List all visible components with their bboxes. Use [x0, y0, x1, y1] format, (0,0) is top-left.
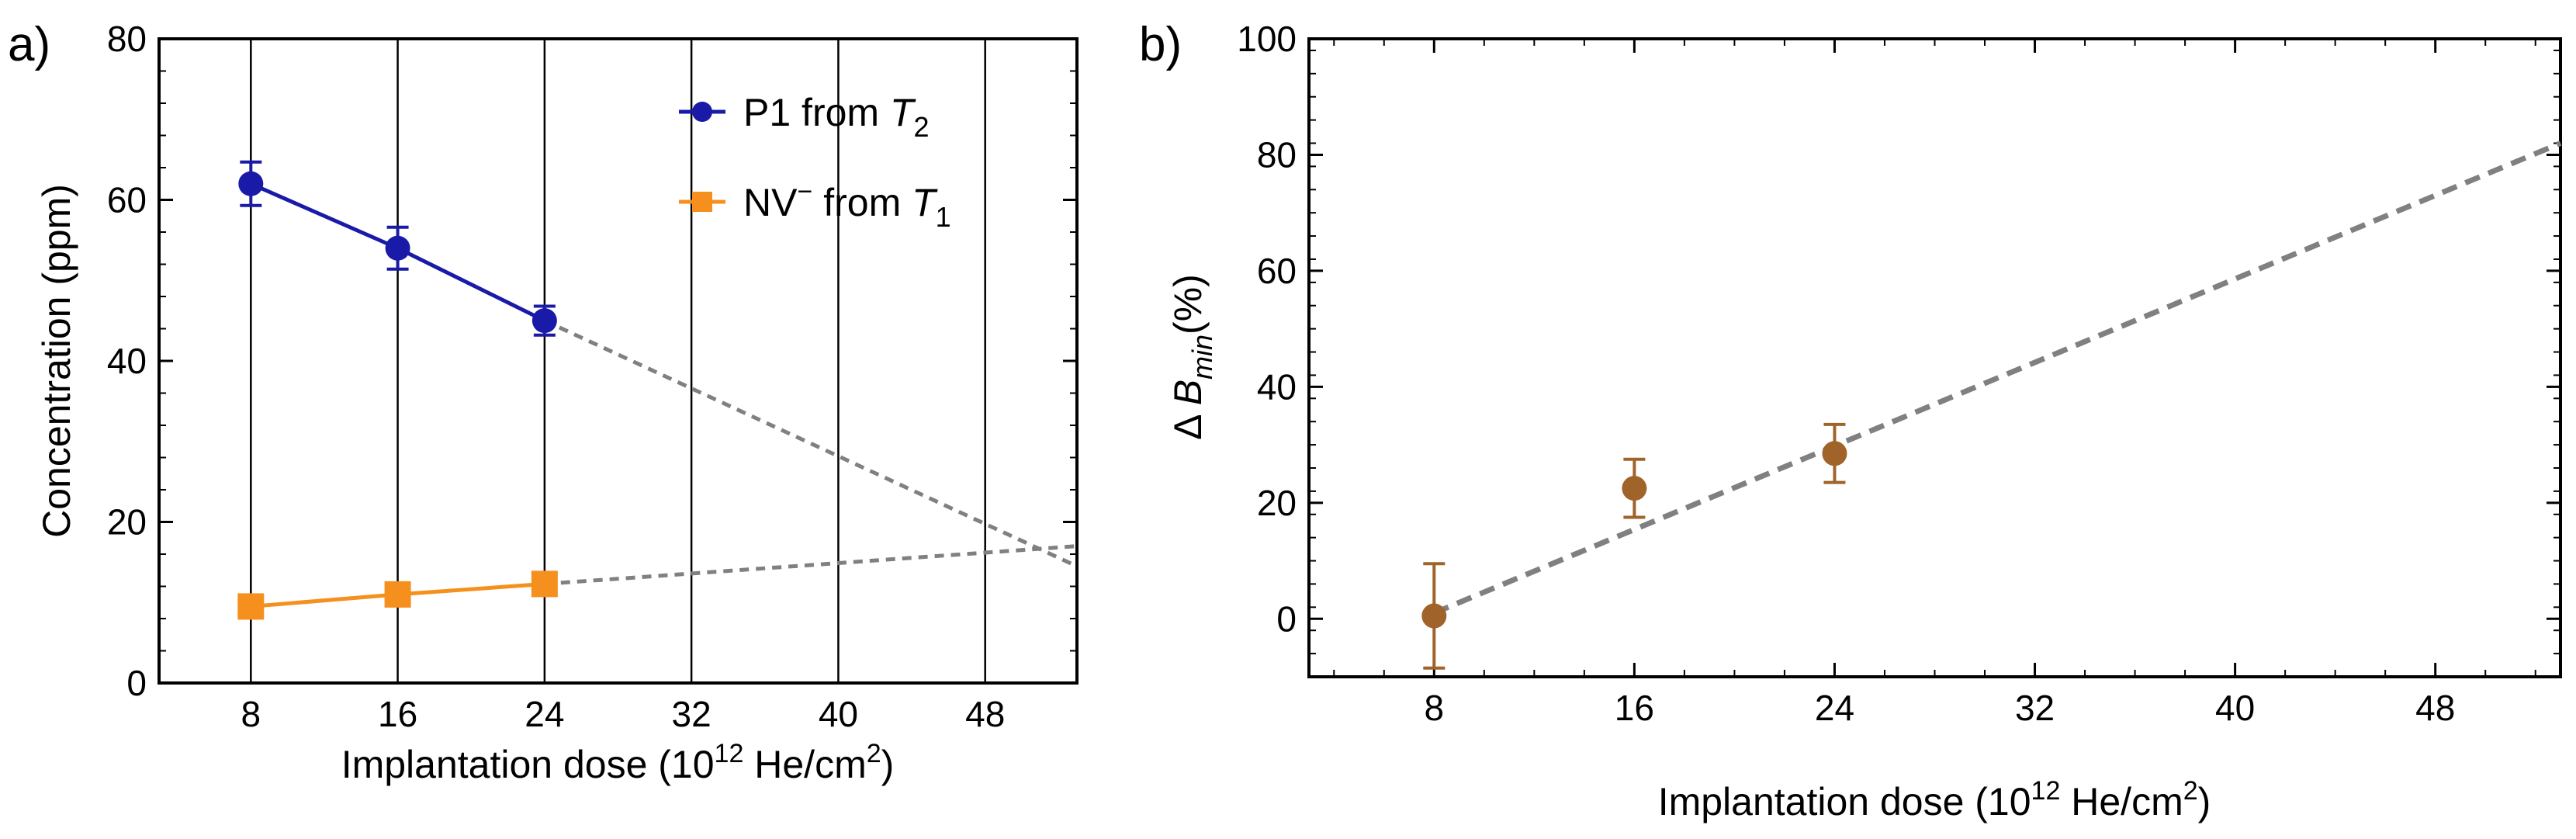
panel-b-x-axis-label: Implantation dose (1012 He/cm2): [1658, 776, 2211, 823]
y-tick-label: 40: [1257, 366, 1297, 407]
y-tick-label: 60: [1257, 251, 1297, 291]
x-tick-label: 24: [525, 694, 564, 734]
panel-a-x-label-exp: 12: [715, 739, 744, 768]
y-tick-label: 20: [1257, 483, 1297, 523]
panel-a-frame: [158, 37, 1079, 685]
data-point-circle: [1421, 603, 1447, 629]
y-tick-label: 0: [1276, 598, 1297, 639]
y-tick-label: 20: [107, 502, 147, 543]
x-tick-label: 8: [241, 694, 261, 734]
legend-marker-nv: [692, 192, 712, 212]
panel-a-x-axis-label: Implantation dose (1012 He/cm2): [341, 739, 895, 786]
x-tick-label: 24: [1815, 688, 1854, 728]
fit-line: [1432, 140, 2562, 616]
y-tick-label: 40: [107, 341, 147, 381]
x-tick-label: 16: [1615, 688, 1654, 728]
data-point-circle: [238, 171, 264, 196]
data-point-square: [384, 581, 411, 608]
x-tick-label: 40: [2215, 688, 2255, 728]
y-tick-label: 60: [107, 180, 147, 220]
fit-line: [544, 544, 1078, 586]
panel-b-delta-b-chart: b) 8 16 24 32 40 48 0 20 40 60 80 100 Δ Bmin(%) Imp…: [1139, 18, 2562, 823]
fit-line: [543, 318, 1079, 568]
panel-b-frame: [1307, 37, 2562, 678]
data-point-square: [531, 570, 558, 598]
panel-a-x-label-unit: He/cm: [743, 743, 866, 786]
data-point-circle: [1622, 476, 1647, 501]
x-tick-label: 16: [378, 694, 417, 734]
panel-b-label: b): [1139, 18, 1182, 71]
x-tick-label: 48: [965, 694, 1005, 734]
data-point-circle: [1822, 441, 1847, 466]
legend-marker-p1: [692, 102, 712, 122]
x-tick-label: 8: [1425, 688, 1445, 728]
x-tick-label: 40: [819, 694, 858, 734]
data-point-circle: [385, 235, 410, 261]
panel-a-x-label-unit-exp: 2: [867, 739, 881, 768]
legend-text-p1: P1 from T2: [743, 91, 930, 143]
x-tick-label: 32: [2015, 688, 2055, 728]
panel-a-x-label-main: Implantation dose (10: [341, 743, 715, 786]
panel-a-concentration-chart: a) 8 16 24 32 40 48 0 20 40 60 80 Concentration (p…: [8, 18, 1079, 786]
y-tick-label: 100: [1237, 19, 1297, 59]
x-tick-label: 48: [2415, 688, 2455, 728]
y-tick-label: 80: [1257, 134, 1297, 175]
panel-b-y-axis-label: Δ Bmin(%): [1166, 274, 1218, 440]
panel-a-x-label-close: ): [881, 743, 895, 786]
legend-text-nv: NV− from T1: [743, 177, 951, 233]
panel-a-legend: P1 from T2 NV− from T1: [679, 91, 951, 233]
panel-a-label: a): [8, 18, 50, 71]
data-point-square: [237, 593, 265, 620]
data-point-circle: [531, 308, 557, 334]
panel-a-y-axis-label: Concentration (ppm): [35, 184, 78, 538]
y-tick-label: 0: [126, 663, 147, 703]
y-tick-label: 80: [107, 19, 147, 59]
x-tick-label: 32: [672, 694, 712, 734]
